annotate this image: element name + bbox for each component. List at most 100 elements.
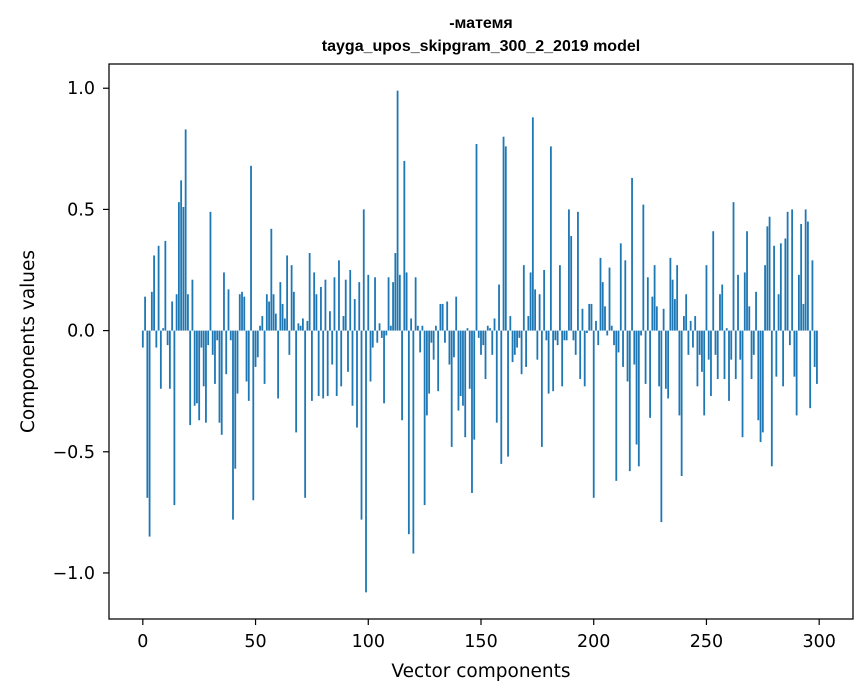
bar-component-3 [148, 330, 151, 537]
bar-component-94 [353, 299, 356, 331]
bar-component-176 [538, 294, 541, 331]
bar-component-24 [196, 330, 198, 404]
bar-component-158 [498, 284, 500, 331]
bar-component-286 [786, 211, 789, 331]
bar-component-83 [329, 311, 331, 331]
bar-component-157 [495, 330, 498, 423]
bar-component-281 [775, 330, 778, 377]
bar-component-216 [628, 330, 631, 472]
bar-component-96 [358, 282, 361, 331]
bar-component-90 [344, 279, 347, 331]
bar-component-240 [683, 316, 685, 331]
bar-component-156 [493, 318, 496, 331]
bar-component-287 [788, 330, 791, 346]
bar-component-86 [335, 330, 338, 397]
bar-component-204 [601, 282, 604, 331]
bar-component-182 [552, 330, 555, 392]
bar-component-174 [534, 289, 537, 331]
x-tick-label: 250 [690, 632, 723, 652]
bar-component-284 [782, 330, 785, 387]
bar-component-52 [259, 325, 261, 331]
bar-component-23 [193, 330, 196, 406]
bar-component-146 [471, 330, 473, 493]
bar-component-288 [791, 209, 794, 331]
bar-component-30 [209, 211, 212, 331]
bar-component-82 [326, 330, 329, 397]
y-tick-label: 1.0 [67, 79, 95, 99]
bar-component-251 [707, 330, 710, 360]
bar-component-268 [746, 231, 748, 331]
x-tick-label: 50 [244, 632, 266, 652]
bar-component-155 [491, 330, 494, 355]
bar-component-273 [757, 330, 760, 421]
bar-component-101 [369, 330, 372, 382]
bar-component-53 [261, 316, 264, 331]
bar-component-259 [725, 328, 728, 331]
bar-component-32 [214, 330, 216, 384]
x-tick-label: 200 [577, 632, 610, 652]
bar-component-256 [719, 294, 721, 331]
bar-component-148 [475, 143, 478, 331]
bar-component-8 [159, 330, 162, 389]
bar-component-72 [304, 330, 307, 498]
bar-component-7 [157, 245, 160, 331]
bar-component-127 [428, 330, 431, 394]
bar-component-142 [462, 330, 464, 406]
bar-component-257 [721, 284, 724, 331]
bar-component-206 [606, 330, 609, 336]
bar-component-48 [250, 165, 252, 331]
bar-component-49 [252, 330, 255, 501]
bar-component-108 [385, 330, 388, 336]
bar-component-50 [254, 330, 257, 367]
bar-component-226 [651, 296, 654, 331]
bar-component-76 [313, 272, 316, 331]
bar-component-39 [229, 330, 232, 341]
bar-component-42 [236, 330, 239, 394]
bar-component-159 [500, 330, 503, 464]
bar-component-160 [502, 136, 505, 331]
bar-component-277 [766, 226, 769, 331]
bar-component-165 [513, 330, 516, 355]
bar-component-54 [263, 330, 266, 384]
bar-component-271 [752, 330, 755, 355]
bar-component-258 [723, 330, 726, 380]
bar-component-111 [392, 282, 394, 331]
bar-component-266 [741, 330, 744, 438]
bar-component-144 [466, 328, 469, 331]
bar-component-239 [680, 330, 683, 476]
bar-component-290 [795, 330, 798, 416]
bar-component-168 [520, 330, 523, 375]
bar-component-198 [588, 303, 591, 331]
bar-component-245 [694, 316, 697, 331]
bar-component-130 [435, 325, 437, 331]
bar-component-20 [187, 294, 189, 331]
bar-component-16 [177, 202, 180, 331]
bar-component-225 [649, 330, 651, 418]
bar-component-276 [764, 265, 766, 331]
bar-component-296 [809, 330, 812, 409]
bar-component-279 [770, 330, 773, 467]
bar-component-154 [489, 328, 491, 331]
bar-component-121 [414, 277, 417, 331]
bar-component-0 [141, 330, 144, 348]
y-tick-label: 0.0 [67, 322, 95, 342]
bar-component-92 [349, 270, 352, 331]
bar-component-247 [698, 330, 701, 355]
bar-component-187 [563, 330, 566, 341]
bar-component-210 [615, 330, 618, 481]
bar-component-68 [295, 330, 298, 433]
bar-component-163 [509, 316, 512, 331]
bar-component-153 [486, 325, 489, 331]
bar-component-88 [340, 330, 343, 387]
bar-component-184 [556, 330, 559, 346]
bar-component-254 [714, 330, 717, 355]
bar-component-213 [622, 330, 624, 367]
bar-component-113 [396, 90, 399, 331]
bar-component-40 [232, 330, 234, 520]
bar-component-81 [324, 279, 327, 331]
bar-component-37 [225, 330, 228, 375]
bar-component-235 [671, 279, 674, 331]
bar-component-243 [689, 320, 692, 331]
bar-component-196 [583, 330, 586, 387]
bar-component-173 [531, 117, 534, 331]
